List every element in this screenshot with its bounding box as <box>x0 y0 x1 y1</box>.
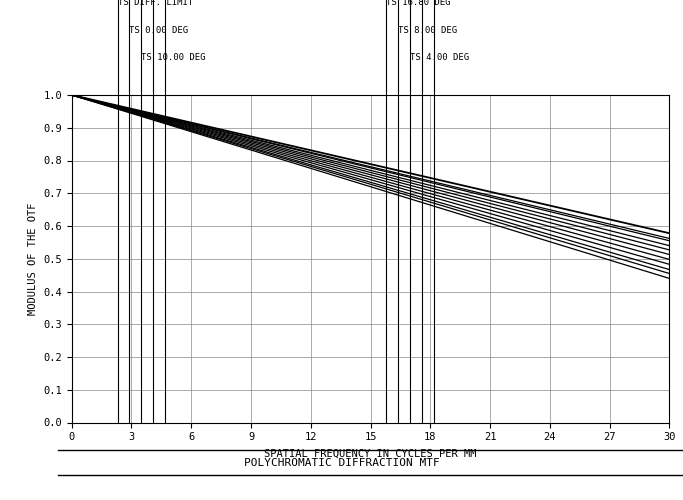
Text: TS 16.80 DEG: TS 16.80 DEG <box>387 0 451 8</box>
Text: TS 10.00 DEG: TS 10.00 DEG <box>141 54 206 62</box>
X-axis label: SPATIAL FREQUENCY IN CYCLES PER MM: SPATIAL FREQUENCY IN CYCLES PER MM <box>264 449 477 459</box>
Text: TS DIFF. LIMIT: TS DIFF. LIMIT <box>117 0 193 8</box>
Text: POLYCHROMATIC DIFFRACTION MTF: POLYCHROMATIC DIFFRACTION MTF <box>244 458 439 468</box>
Text: TS 0.00 DEG: TS 0.00 DEG <box>130 26 189 35</box>
Text: TS 4.00 DEG: TS 4.00 DEG <box>410 54 469 62</box>
Y-axis label: MODULUS OF THE OTF: MODULUS OF THE OTF <box>28 202 38 315</box>
Text: TS 8.00 DEG: TS 8.00 DEG <box>398 26 458 35</box>
